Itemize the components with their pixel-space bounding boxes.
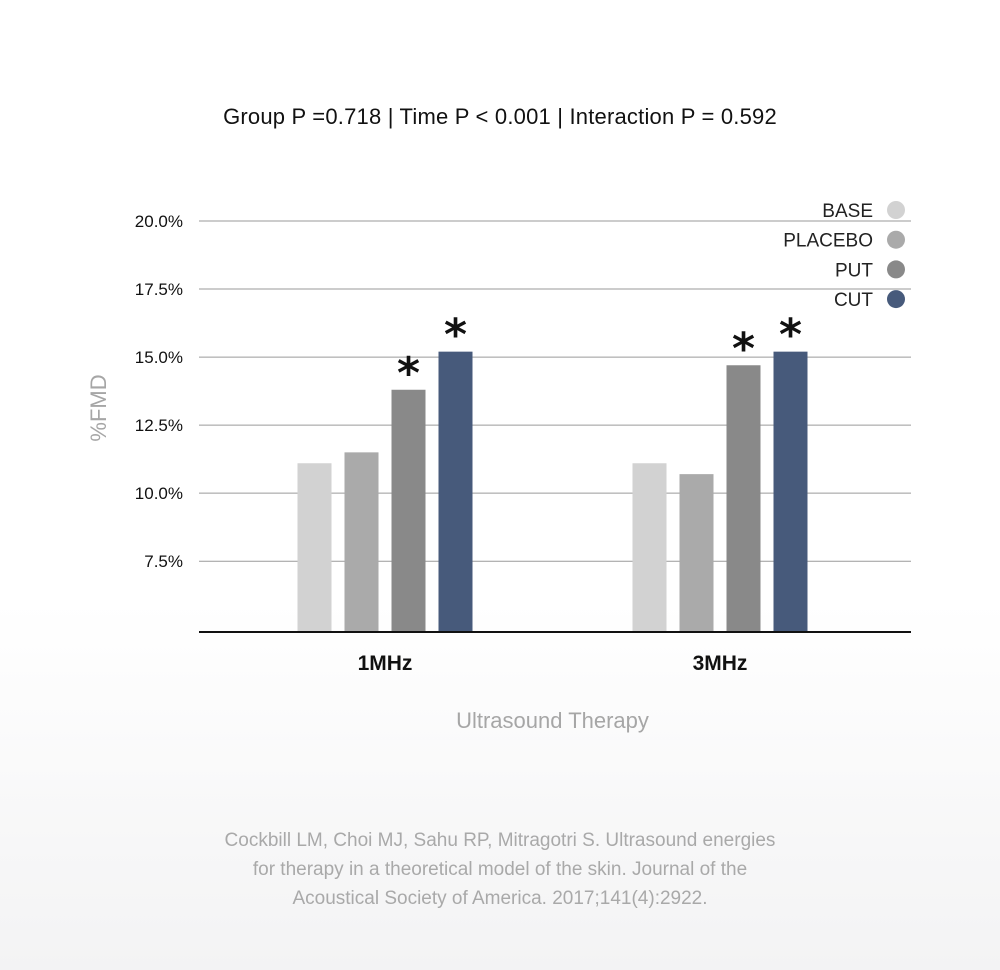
y-axis-title: %FMD [86,374,111,441]
citation-line: Cockbill LM, Choi MJ, Sahu RP, Mitragotr… [224,830,776,851]
bar-placebo-3mhz [679,474,714,632]
x-axis-title: Ultrasound Therapy [456,708,649,733]
bar-placebo-1mhz [344,452,379,632]
x-tick-label: 3MHz [693,652,748,675]
stats-line: Group P =0.718 | Time P < 0.001 | Intera… [223,104,777,129]
x-tick-labels: 1MHz 3MHz [358,652,748,675]
bar-cut-3mhz [773,351,808,632]
legend-swatch [887,230,905,249]
significance-markers: * * * * [397,310,802,399]
y-tick-label: 7.5% [144,552,183,571]
legend-label: PUT [835,260,873,281]
y-tick-label: 15.0% [135,348,183,367]
bar-chart: 7.5% 10.0% 12.5% 15.0% 17.5% 20.0% %FMD * * * * … [86,201,911,675]
legend-swatch [887,290,905,309]
legend: BASE PLACEBO PUT CUT [783,201,905,311]
significance-star: * [444,310,467,361]
bar-put-3mhz [726,365,761,632]
significance-star: * [732,323,755,374]
bar-cut-1mhz [438,351,473,632]
legend-label: BASE [822,201,873,222]
legend-swatch [887,260,905,279]
legend-swatch [887,201,905,219]
significance-star: * [397,348,420,399]
significance-star: * [779,310,802,361]
bar-base-1mhz [297,463,332,632]
citation-line: for therapy in a theoretical model of th… [252,859,748,880]
y-tick-label: 12.5% [135,416,183,435]
x-tick-label: 1MHz [358,652,413,675]
y-tick-label: 17.5% [135,280,183,299]
y-tick-label: 20.0% [135,212,183,231]
bars [297,351,808,632]
citation: Cockbill LM, Choi MJ, Sahu RP, Mitragotr… [0,826,1000,913]
bar-put-1mhz [391,389,426,632]
legend-label: CUT [834,290,873,311]
bar-base-3mhz [632,463,667,632]
y-tick-label: 10.0% [135,484,183,503]
citation-line: Acoustical Society of America. 2017;141(… [292,888,708,909]
legend-label: PLACEBO [783,231,873,252]
y-tick-labels: 7.5% 10.0% 12.5% 15.0% 17.5% 20.0% [135,212,183,571]
